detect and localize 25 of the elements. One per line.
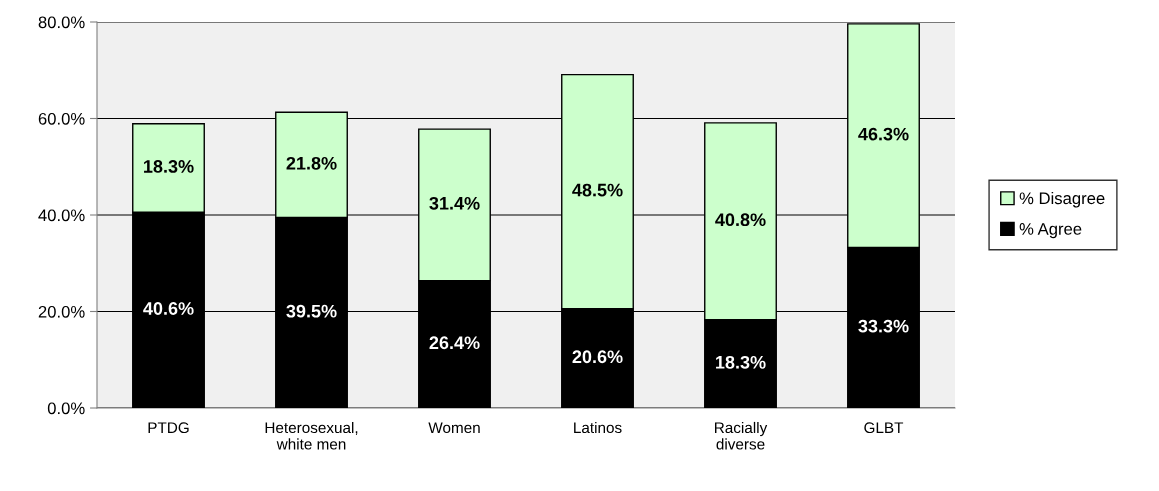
data-label: 18.3% <box>144 160 194 173</box>
data-label: 39.5% <box>286 304 337 318</box>
y-tick-label: 40.0% <box>38 209 85 222</box>
x-tick-label: Women <box>428 422 480 434</box>
y-tick-label: 60.0% <box>38 112 85 125</box>
data-label: 31.4% <box>429 196 480 210</box>
x-tick-label: Heterosexual, white men <box>265 421 358 450</box>
data-label: 40.6% <box>143 302 194 315</box>
y-tick-label: 0.0% <box>47 402 85 415</box>
x-tick-label: PTDG <box>148 422 189 434</box>
x-tick-label: GLBT <box>864 422 904 434</box>
data-label: 26.4% <box>429 336 480 350</box>
data-label: 18.3% <box>716 355 766 369</box>
y-tick-label: 80.0% <box>38 16 85 29</box>
y-tick-label: 20.0% <box>38 305 85 318</box>
legend-label: % Agree <box>1019 223 1082 239</box>
data-label: 48.5% <box>572 183 623 197</box>
data-label: 20.6% <box>572 350 623 364</box>
data-label: 33.3% <box>858 319 909 333</box>
x-tick-label: Racially diverse <box>715 421 768 450</box>
legend-label: % Disagree <box>1019 191 1105 208</box>
data-label: 46.3% <box>858 127 909 141</box>
data-label: 21.8% <box>286 156 337 170</box>
x-tick-label: Latinos <box>574 421 622 434</box>
data-label: 40.8% <box>715 213 766 227</box>
